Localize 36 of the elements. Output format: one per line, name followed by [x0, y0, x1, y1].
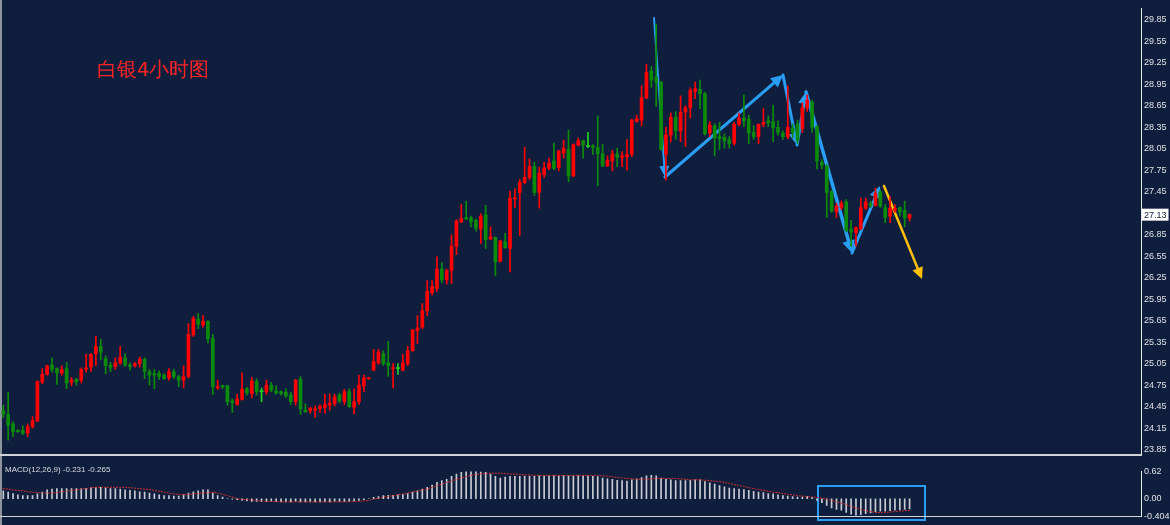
y-tick-label: 23.85 — [1144, 444, 1167, 455]
candlestick — [586, 131, 590, 148]
y-tick-label: -0.404 — [1144, 511, 1170, 522]
candlestick — [327, 393, 332, 411]
y-tick-label: 28.35 — [1144, 121, 1167, 132]
y-tick-label: 29.25 — [1144, 57, 1167, 68]
y-tick-label: 26.25 — [1144, 272, 1167, 283]
candlestick — [215, 379, 220, 390]
chart-title: MACD(12,26,9) -0.231 -0.265 — [5, 465, 111, 474]
y-tick-label: 27.75 — [1144, 164, 1167, 175]
candlestick — [386, 341, 391, 377]
y-tick-label: 0.62 — [1144, 465, 1162, 476]
y-tick-label: 24.45 — [1144, 401, 1167, 412]
candlestick — [595, 115, 600, 187]
y-tick-label: 28.65 — [1144, 100, 1167, 111]
y-tick-label: 24.75 — [1144, 379, 1167, 390]
y-tick-label: 29.55 — [1144, 35, 1167, 46]
candlestick — [396, 363, 400, 375]
annotation: 27.13 — [1144, 209, 1167, 220]
candlestick — [391, 363, 395, 389]
y-tick-label: 26.85 — [1144, 229, 1167, 240]
y-tick-label: 26.55 — [1144, 250, 1167, 261]
y-tick-label: 29.85 — [1144, 14, 1167, 25]
y-tick-label: 24.15 — [1144, 422, 1167, 433]
y-tick-label: 25.05 — [1144, 358, 1167, 369]
y-tick-label: 25.95 — [1144, 293, 1167, 304]
candlestick — [517, 179, 522, 236]
y-tick-label: 27.45 — [1144, 186, 1167, 197]
y-tick-label: 28.95 — [1144, 78, 1167, 89]
y-tick-label: 28.05 — [1144, 143, 1167, 154]
y-tick-label: 0.00 — [1144, 493, 1162, 504]
line-series — [2, 472, 911, 513]
y-tick-label: 25.35 — [1144, 336, 1167, 347]
text: 白银4小时图 — [97, 58, 210, 81]
y-tick-label: 25.65 — [1144, 315, 1167, 326]
candlestick — [785, 85, 790, 140]
